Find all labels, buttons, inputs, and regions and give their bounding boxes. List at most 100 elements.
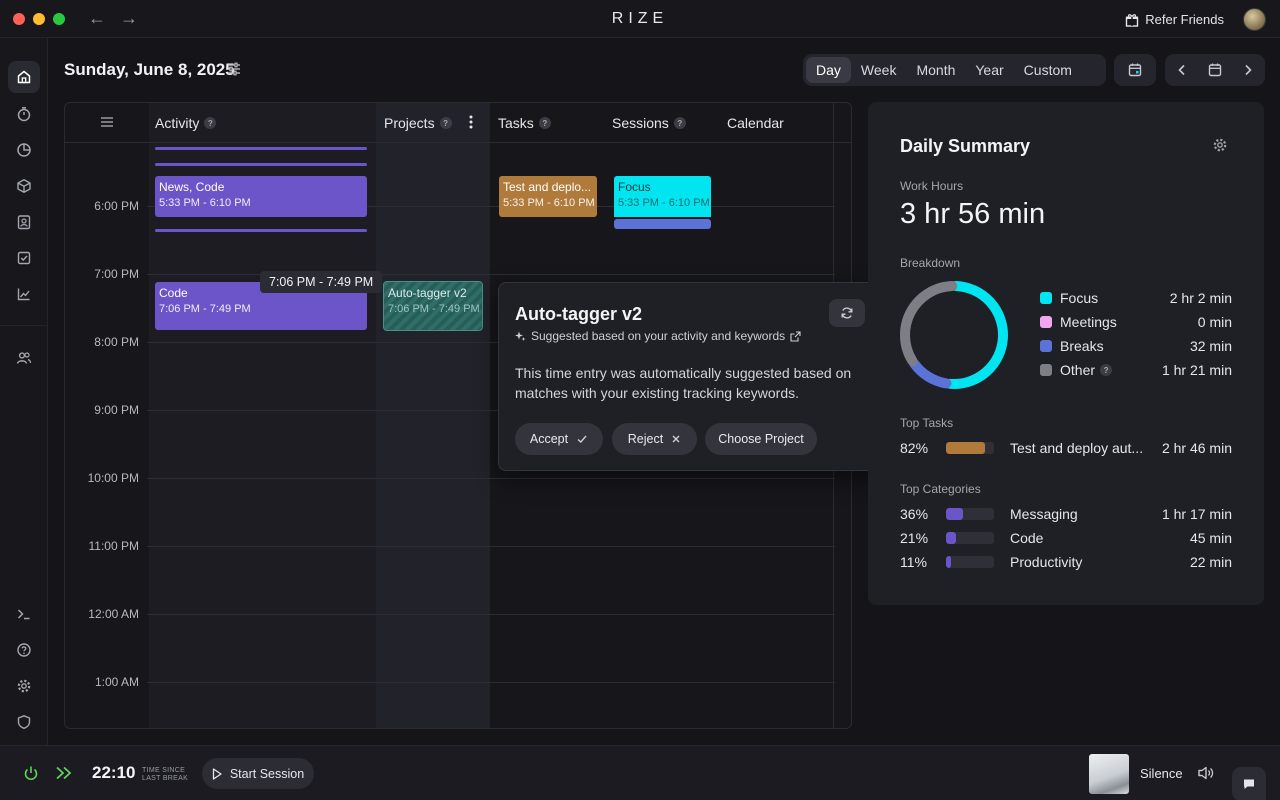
event-autotagger-suggestion[interactable]: Auto-tagger v2 7:06 PM - 7:49 PM <box>383 281 483 331</box>
sidebar-item-terminal[interactable] <box>8 598 40 630</box>
sidebar-item-timer[interactable] <box>8 98 40 130</box>
range-day-button[interactable]: Day <box>806 57 851 83</box>
calendar-icon[interactable] <box>1207 62 1223 78</box>
power-toggle[interactable] <box>23 765 39 786</box>
minimize-window-button[interactable] <box>33 13 45 25</box>
gear-icon <box>1213 138 1227 152</box>
help-icon[interactable]: ? <box>1100 364 1113 376</box>
start-session-button[interactable]: Start Session <box>202 758 314 789</box>
work-hours-label: Work Hours <box>900 179 964 193</box>
refer-friends-button[interactable]: Refer Friends <box>1125 12 1224 27</box>
sidebar-item-settings[interactable] <box>8 670 40 702</box>
user-avatar[interactable] <box>1243 8 1266 31</box>
column-activity[interactable]: Activity? <box>155 115 217 131</box>
help-icon[interactable]: ? <box>204 117 217 129</box>
home-icon <box>17 70 31 84</box>
refresh-icon <box>841 307 853 319</box>
help-icon[interactable]: ? <box>439 117 452 129</box>
event-news-code[interactable]: News, Code 5:33 PM - 6:10 PM <box>155 176 367 217</box>
help-icon[interactable]: ? <box>673 117 686 129</box>
category-duration: 45 min <box>1189 530 1232 546</box>
category-percent: 21% <box>900 530 929 546</box>
volume-button[interactable] <box>1197 765 1215 786</box>
filter-sliders-icon[interactable] <box>226 61 242 82</box>
sidebar-item-team[interactable] <box>8 342 40 374</box>
category-percent: 36% <box>900 506 929 522</box>
sidebar-item-clients[interactable] <box>8 206 40 238</box>
timeline-header: Activity? Projects? Tasks? Sessions? Cal… <box>65 103 851 143</box>
category-row[interactable]: 11% Productivity 22 min <box>900 552 1232 572</box>
accept-button[interactable]: Accept <box>515 423 603 455</box>
sidebar-item-trends[interactable] <box>8 278 40 310</box>
popover-subtitle-text: Suggested based on your activity and key… <box>531 329 786 343</box>
users-icon <box>16 352 32 364</box>
summary-settings-button[interactable] <box>1212 137 1228 158</box>
help-icon[interactable]: ? <box>538 117 551 129</box>
chat-button[interactable] <box>1232 767 1266 800</box>
sidebar-item-projects[interactable] <box>8 170 40 202</box>
range-custom-button[interactable]: Custom <box>1023 62 1072 78</box>
chevron-left-icon[interactable] <box>1175 63 1189 77</box>
choose-project-button[interactable]: Choose Project <box>705 423 817 455</box>
sidebar-item-home[interactable] <box>8 61 40 93</box>
forward-arrow-icon[interactable]: → <box>120 8 138 28</box>
timeline-menu-icon[interactable] <box>100 115 114 129</box>
sidebar-item-reports[interactable] <box>8 134 40 166</box>
activity-segment[interactable] <box>155 147 367 150</box>
sparkle-icon <box>515 331 526 341</box>
popover-title: Auto-tagger v2 <box>515 304 643 324</box>
music-title: Silence <box>1140 766 1183 781</box>
daily-summary-panel: Daily Summary Work Hours 3 hr 56 min Bre… <box>868 102 1264 605</box>
accept-label: Accept <box>529 432 569 446</box>
maximize-window-button[interactable] <box>53 13 65 25</box>
legend-value: 1 hr 21 min <box>1161 362 1232 378</box>
breakdown-donut-chart <box>900 281 1008 389</box>
category-row[interactable]: 21% Code 45 min <box>900 528 1232 548</box>
category-name: Code <box>1010 530 1044 546</box>
category-duration: 1 hr 17 min <box>1161 506 1232 522</box>
timer-caption-line: TIME SINCE <box>142 767 186 774</box>
more-options-icon[interactable] <box>468 114 474 130</box>
event-break-session[interactable] <box>614 219 711 229</box>
fast-forward-button[interactable] <box>55 765 73 786</box>
calendar-today-button[interactable] <box>1114 54 1156 86</box>
sidebar-item-privacy[interactable] <box>8 706 40 738</box>
hour-label: 11:00 PM <box>88 539 139 553</box>
top-task-row[interactable]: 82% Test and deploy aut... 2 hr 46 min <box>900 438 1232 458</box>
legend-other: Other ? 1 hr 21 min <box>1040 360 1232 380</box>
category-row[interactable]: 36% Messaging 1 hr 17 min <box>900 504 1232 524</box>
range-month-button[interactable]: Month <box>916 62 956 78</box>
legend-swatch <box>1040 292 1052 304</box>
check-icon <box>577 435 587 443</box>
column-projects[interactable]: Projects? <box>384 115 452 131</box>
event-title: Focus <box>618 180 651 194</box>
sidebar-item-help[interactable] <box>8 634 40 666</box>
close-window-button[interactable] <box>13 13 25 25</box>
range-year-button[interactable]: Year <box>975 62 1004 78</box>
column-calendar[interactable]: Calendar <box>727 115 784 131</box>
activity-segment[interactable] <box>155 229 367 232</box>
task-percent: 82% <box>900 440 929 456</box>
album-art[interactable] <box>1089 754 1129 794</box>
column-tasks[interactable]: Tasks? <box>498 115 551 131</box>
chevron-right-icon[interactable] <box>1241 63 1255 77</box>
back-arrow-icon[interactable]: ← <box>88 8 106 28</box>
event-title: News, Code <box>159 180 225 194</box>
suggestion-popover: Auto-tagger v2 Suggested based on your a… <box>498 282 882 471</box>
event-task-deploy[interactable]: Test and deplo... 5:33 PM - 6:10 PM <box>499 176 597 217</box>
external-link-icon[interactable] <box>790 330 801 342</box>
event-title: Auto-tagger v2 <box>388 286 467 300</box>
refresh-suggestion-button[interactable] <box>829 299 865 327</box>
sidebar-item-tasks[interactable] <box>8 242 40 274</box>
range-week-button[interactable]: Week <box>860 62 897 78</box>
event-focus-session[interactable]: Focus 5:33 PM - 6:10 PM <box>614 176 711 217</box>
top-tasks-label: Top Tasks <box>900 416 954 430</box>
activity-segment[interactable] <box>155 163 367 166</box>
date-navigator <box>1165 54 1265 86</box>
time-tooltip: 7:06 PM - 7:49 PM <box>260 271 383 293</box>
legend-value: 0 min <box>1197 314 1232 330</box>
column-sessions[interactable]: Sessions? <box>612 115 686 131</box>
gear-icon <box>17 679 31 693</box>
category-bar <box>946 508 994 520</box>
reject-button[interactable]: Reject <box>612 423 697 455</box>
